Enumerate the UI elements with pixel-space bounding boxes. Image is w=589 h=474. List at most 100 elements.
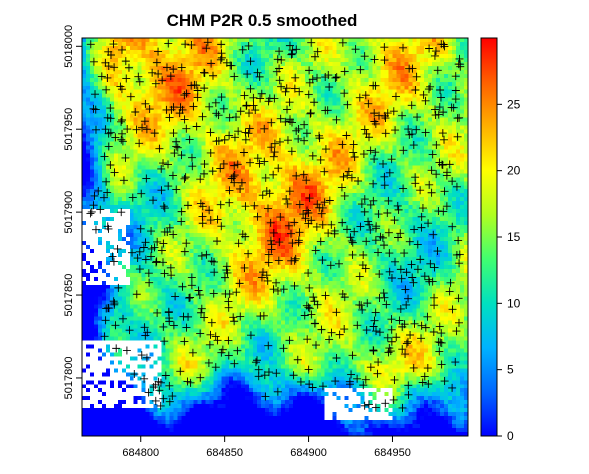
- tree-top-marker: [101, 316, 110, 325]
- tree-top-marker: [411, 85, 420, 94]
- tree-top-marker: [225, 113, 234, 122]
- tree-top-marker: [169, 129, 178, 138]
- tree-top-marker: [145, 105, 154, 114]
- tree-top-marker: [351, 45, 360, 54]
- tree-top-marker: [432, 170, 441, 179]
- tree-top-marker: [226, 61, 235, 70]
- tree-top-marker: [116, 82, 125, 91]
- tree-top-marker: [405, 237, 414, 246]
- tree-top-marker: [121, 57, 130, 66]
- tree-top-marker: [224, 303, 233, 312]
- tree-top-marker: [437, 329, 446, 338]
- tree-top-marker: [430, 301, 439, 310]
- tree-top-marker: [217, 49, 226, 58]
- tree-top-marker: [416, 255, 425, 264]
- tree-top-marker: [395, 316, 404, 325]
- tree-top-marker: [363, 299, 372, 308]
- tree-top-marker: [189, 102, 198, 111]
- tree-top-marker: [353, 374, 362, 383]
- tree-top-marker: [100, 152, 109, 161]
- tree-top-marker: [200, 84, 209, 93]
- tree-top-marker: [287, 147, 296, 156]
- tree-top-marker: [172, 142, 181, 151]
- tree-top-marker: [424, 219, 433, 228]
- tree-top-marker: [387, 315, 396, 324]
- tree-top-marker: [184, 312, 193, 321]
- tree-top-marker: [192, 122, 201, 131]
- tree-top-marker: [370, 55, 379, 64]
- tree-top-marker: [180, 115, 189, 124]
- tree-top-marker: [305, 304, 314, 313]
- tree-top-marker: [119, 176, 128, 185]
- tree-top-marker: [131, 108, 140, 117]
- tree-top-marker: [398, 111, 407, 120]
- tree-top-marker: [338, 140, 347, 149]
- tree-top-marker: [439, 108, 448, 117]
- tree-top-marker: [431, 111, 440, 120]
- tree-top-marker: [277, 55, 286, 64]
- tree-top-marker: [321, 73, 330, 82]
- tree-top-marker: [364, 217, 373, 226]
- raster-image: [82, 38, 468, 436]
- tree-top-marker: [169, 230, 178, 239]
- tree-top-marker: [451, 86, 460, 95]
- tree-top-marker: [193, 86, 202, 95]
- tree-top-marker: [190, 80, 199, 89]
- tree-top-marker: [345, 377, 354, 386]
- tree-top-marker: [393, 201, 402, 210]
- tree-top-marker: [276, 213, 285, 222]
- tree-top-marker: [277, 82, 286, 91]
- tree-top-marker: [206, 216, 215, 225]
- tree-top-marker: [177, 151, 186, 160]
- tree-top-marker: [434, 337, 443, 346]
- tree-top-marker: [332, 354, 341, 363]
- tree-top-marker: [200, 313, 209, 322]
- tree-top-marker: [198, 202, 207, 211]
- tree-top-marker: [375, 328, 384, 337]
- tree-top-marker: [410, 319, 419, 328]
- tree-top-marker: [160, 204, 169, 213]
- tree-top-marker: [291, 254, 300, 263]
- tree-top-marker: [428, 150, 437, 159]
- tree-top-marker: [386, 347, 395, 356]
- tree-top-marker: [364, 99, 373, 108]
- tree-top-marker: [409, 363, 418, 372]
- tree-top-marker: [255, 159, 264, 168]
- tree-top-marker: [236, 184, 245, 193]
- tree-top-marker: [288, 239, 297, 248]
- tree-top-marker: [86, 40, 95, 49]
- tree-top-marker: [355, 272, 364, 281]
- tree-top-marker: [362, 326, 371, 335]
- tree-top-marker: [446, 278, 455, 287]
- tree-top-marker: [307, 310, 316, 319]
- tree-top-marker: [164, 39, 173, 48]
- tree-top-marker: [213, 215, 222, 224]
- tree-top-marker: [427, 166, 436, 175]
- tree-top-marker: [398, 403, 407, 412]
- tree-top-marker: [109, 40, 118, 49]
- tree-top-marker: [430, 263, 439, 272]
- tree-top-marker: [372, 327, 381, 336]
- tree-top-marker: [383, 208, 392, 217]
- tree-top-marker: [104, 62, 113, 71]
- tree-top-marker: [141, 99, 150, 108]
- tree-top-marker: [420, 372, 429, 381]
- tree-top-marker: [197, 304, 206, 313]
- tree-top-marker: [157, 164, 166, 173]
- tree-top-marker: [188, 348, 197, 357]
- tree-top-marker: [122, 346, 131, 355]
- tree-top-marker: [316, 155, 325, 164]
- tree-top-marker: [152, 258, 161, 267]
- tree-top-marker: [193, 93, 202, 102]
- tree-top-marker: [91, 225, 100, 234]
- tree-top-marker: [385, 267, 394, 276]
- tree-top-marker: [290, 218, 299, 227]
- tree-top-marker: [427, 188, 436, 197]
- tree-top-marker: [371, 148, 380, 157]
- tree-top-marker: [232, 288, 241, 297]
- tree-top-marker: [424, 380, 433, 389]
- tree-top-marker: [187, 40, 196, 49]
- tree-top-marker: [371, 81, 380, 90]
- tree-top-marker: [294, 134, 303, 143]
